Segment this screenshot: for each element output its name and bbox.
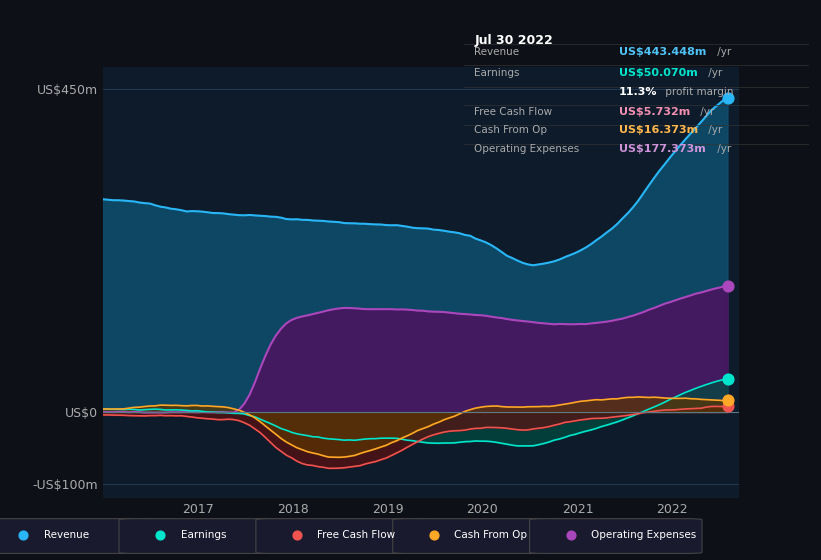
Text: Revenue: Revenue xyxy=(475,47,520,57)
Text: 11.3%: 11.3% xyxy=(619,87,658,97)
Text: US$177.373m: US$177.373m xyxy=(619,144,706,154)
Text: Revenue: Revenue xyxy=(44,530,89,540)
Text: /yr: /yr xyxy=(696,107,714,117)
FancyBboxPatch shape xyxy=(0,519,154,553)
FancyBboxPatch shape xyxy=(530,519,702,553)
Text: profit margin: profit margin xyxy=(662,87,734,97)
Point xyxy=(721,402,734,410)
Text: US$443.448m: US$443.448m xyxy=(619,47,706,57)
Text: /yr: /yr xyxy=(705,125,722,136)
Text: Operating Expenses: Operating Expenses xyxy=(475,144,580,154)
Text: US$5.732m: US$5.732m xyxy=(619,107,690,117)
Text: US$16.373m: US$16.373m xyxy=(619,125,698,136)
Bar xyxy=(672,67,739,498)
Point xyxy=(721,374,734,383)
Point xyxy=(721,94,734,102)
Point xyxy=(721,281,734,290)
Text: Cash From Op: Cash From Op xyxy=(475,125,548,136)
FancyBboxPatch shape xyxy=(256,519,429,553)
Point xyxy=(427,530,440,539)
Text: US$50.070m: US$50.070m xyxy=(619,68,698,78)
Text: /yr: /yr xyxy=(705,68,722,78)
Text: Free Cash Flow: Free Cash Flow xyxy=(475,107,553,117)
FancyBboxPatch shape xyxy=(392,519,565,553)
Text: /yr: /yr xyxy=(713,144,732,154)
Point xyxy=(291,530,304,539)
Text: Cash From Op: Cash From Op xyxy=(454,530,527,540)
Text: Earnings: Earnings xyxy=(181,530,226,540)
Point xyxy=(154,530,167,539)
Point xyxy=(564,530,577,539)
Point xyxy=(16,530,30,539)
Point xyxy=(721,396,734,405)
Text: /yr: /yr xyxy=(713,47,732,57)
Text: Operating Expenses: Operating Expenses xyxy=(591,530,696,540)
Text: Free Cash Flow: Free Cash Flow xyxy=(318,530,396,540)
FancyBboxPatch shape xyxy=(119,519,291,553)
Text: Earnings: Earnings xyxy=(475,68,520,78)
Text: Jul 30 2022: Jul 30 2022 xyxy=(475,34,553,47)
